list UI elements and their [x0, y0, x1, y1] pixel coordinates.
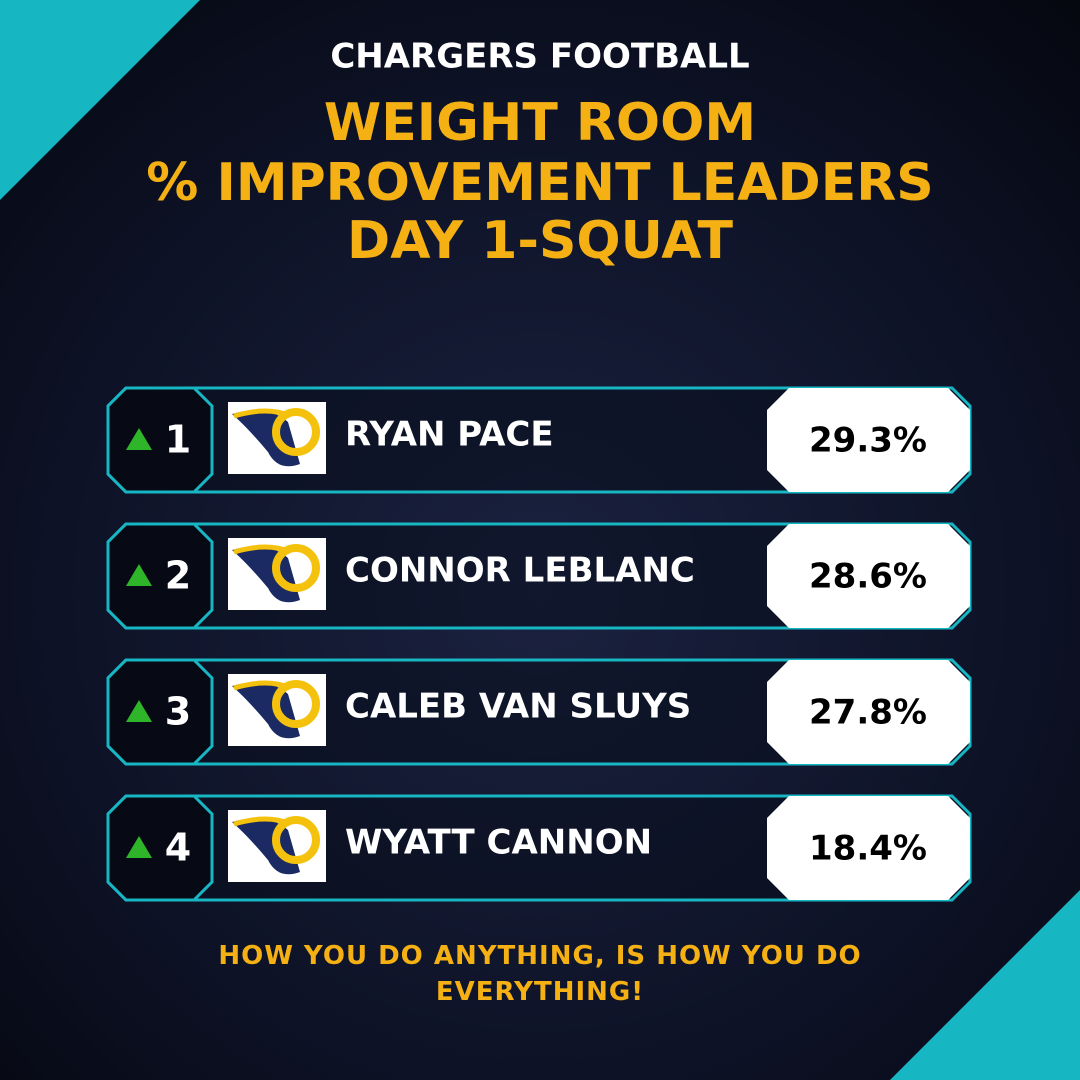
leader-row: 4 WYATT CANNON 18.4%: [106, 794, 972, 902]
footer-slogan: HOW YOU DO ANYTHING, IS HOW YOU DO EVERY…: [218, 941, 862, 1007]
rank: 2: [165, 554, 191, 598]
score: 27.8%: [809, 693, 927, 733]
score-box: [767, 660, 970, 764]
athlete-name: CONNOR LEBLANC: [345, 551, 695, 591]
team-logo: [272, 680, 320, 728]
team-logo: [233, 408, 292, 419]
score: 18.4%: [809, 829, 927, 869]
score: 29.3%: [809, 421, 927, 461]
team-logo: [233, 544, 292, 555]
rank: 4: [165, 826, 191, 870]
team-logo: [232, 682, 300, 739]
team-logo: [232, 818, 300, 875]
team-logo: [272, 816, 320, 864]
team-logo: [272, 408, 320, 456]
athlete-name: CALEB VAN SLUYS: [345, 687, 691, 727]
score-box: [767, 524, 970, 628]
team-logo: [232, 546, 300, 603]
score-box: [767, 796, 970, 900]
team-logo: [272, 544, 320, 592]
rank-box: [106, 386, 214, 494]
corner-accent: [890, 890, 1080, 1080]
athlete-name: WYATT CANNON: [345, 823, 652, 863]
team-logo: [232, 410, 300, 467]
leader-row: 3 CALEB VAN SLUYS 27.8%: [106, 658, 972, 766]
up-arrow: [126, 836, 152, 858]
score: 28.6%: [809, 557, 927, 597]
corner-accent: [0, 0, 200, 200]
score-box: [767, 388, 970, 492]
leader-row: 1 RYAN PACE 29.3%: [106, 386, 972, 494]
up-arrow: [126, 700, 152, 722]
rank-box: [106, 794, 214, 902]
up-arrow: [126, 564, 152, 586]
title-line: WEIGHT ROOM: [324, 93, 756, 153]
rank-box: [106, 658, 214, 766]
title-line: DAY 1-SQUAT: [347, 211, 733, 271]
team-logo: [233, 680, 292, 691]
up-arrow: [126, 428, 152, 450]
rank: 1: [165, 418, 191, 462]
rank: 3: [165, 690, 191, 734]
team-logo: [233, 816, 292, 827]
leader-row: 2 CONNOR LEBLANC 28.6%: [106, 522, 972, 630]
rank-box: [106, 522, 214, 630]
org-name: CHARGERS FOOTBALL: [330, 37, 749, 77]
title-line: % IMPROVEMENT LEADERS: [146, 153, 933, 213]
athlete-name: RYAN PACE: [345, 415, 554, 455]
